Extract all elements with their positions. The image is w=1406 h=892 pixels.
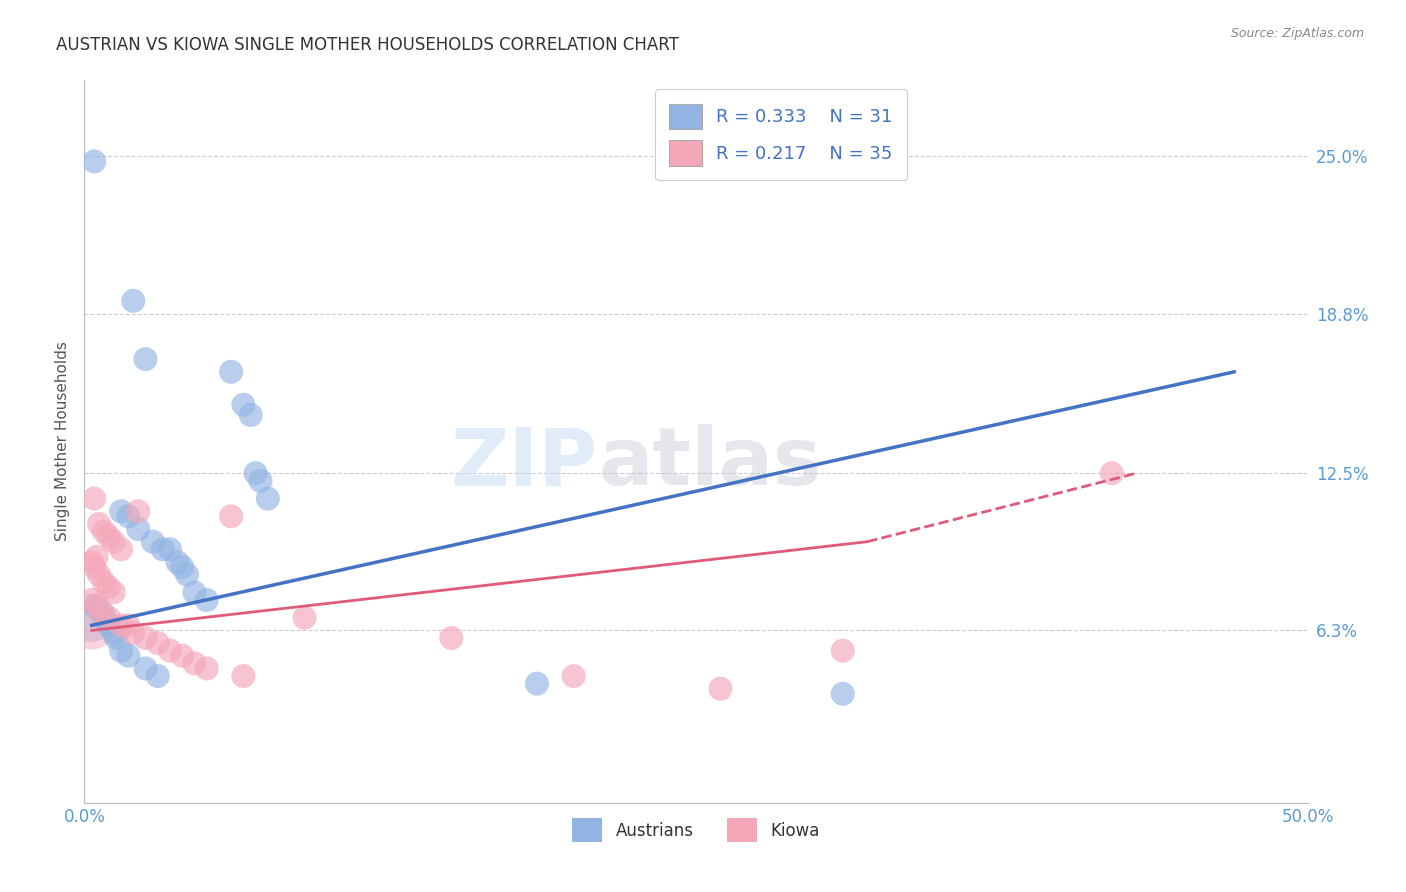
- Point: [93, 524, 115, 539]
- Point: [122, 293, 145, 308]
- Point: [97, 611, 120, 625]
- Point: [195, 593, 218, 607]
- Point: [86, 549, 108, 564]
- Point: [103, 534, 125, 549]
- Point: [219, 509, 242, 524]
- Point: [83, 560, 105, 574]
- Point: [152, 542, 174, 557]
- Point: [80, 611, 103, 625]
- Point: [159, 542, 181, 557]
- Point: [80, 618, 103, 632]
- Point: [709, 681, 731, 696]
- Point: [172, 648, 194, 663]
- Point: [86, 598, 108, 612]
- Point: [83, 491, 105, 506]
- Point: [239, 408, 262, 422]
- Point: [257, 491, 280, 506]
- Point: [93, 611, 115, 625]
- Point: [166, 555, 188, 569]
- Point: [831, 643, 853, 657]
- Point: [294, 611, 316, 625]
- Point: [105, 631, 128, 645]
- Point: [135, 352, 157, 367]
- Point: [142, 534, 165, 549]
- Point: [831, 687, 853, 701]
- Point: [122, 626, 145, 640]
- Point: [232, 669, 254, 683]
- Point: [86, 600, 108, 615]
- Point: [440, 631, 463, 645]
- Point: [146, 636, 169, 650]
- Point: [172, 560, 194, 574]
- Point: [97, 530, 120, 544]
- Point: [80, 555, 103, 569]
- Point: [159, 643, 181, 657]
- Text: atlas: atlas: [598, 425, 821, 502]
- Point: [135, 661, 157, 675]
- Point: [110, 542, 132, 557]
- Point: [245, 467, 267, 481]
- Point: [87, 567, 110, 582]
- Point: [526, 676, 548, 690]
- Legend: Austrians, Kiowa: Austrians, Kiowa: [565, 812, 827, 848]
- Point: [195, 661, 218, 675]
- Point: [110, 643, 132, 657]
- Point: [117, 648, 139, 663]
- Point: [249, 474, 271, 488]
- Point: [127, 522, 149, 536]
- Point: [93, 575, 115, 590]
- Point: [135, 631, 157, 645]
- Point: [183, 657, 205, 671]
- Point: [176, 567, 198, 582]
- Text: AUSTRIAN VS KIOWA SINGLE MOTHER HOUSEHOLDS CORRELATION CHART: AUSTRIAN VS KIOWA SINGLE MOTHER HOUSEHOL…: [56, 36, 679, 54]
- Point: [232, 398, 254, 412]
- Point: [146, 669, 169, 683]
- Point: [83, 154, 105, 169]
- Text: ZIP: ZIP: [451, 425, 598, 502]
- Y-axis label: Single Mother Households: Single Mother Households: [55, 342, 70, 541]
- Point: [1101, 467, 1123, 481]
- Point: [103, 585, 125, 599]
- Point: [562, 669, 585, 683]
- Point: [110, 504, 132, 518]
- Point: [87, 516, 110, 531]
- Point: [127, 504, 149, 518]
- Point: [80, 593, 103, 607]
- Point: [219, 365, 242, 379]
- Point: [103, 626, 125, 640]
- Text: Source: ZipAtlas.com: Source: ZipAtlas.com: [1230, 27, 1364, 40]
- Point: [117, 618, 139, 632]
- Point: [97, 580, 120, 594]
- Point: [110, 618, 132, 632]
- Point: [117, 509, 139, 524]
- Point: [97, 618, 120, 632]
- Point: [90, 606, 112, 620]
- Point: [183, 585, 205, 599]
